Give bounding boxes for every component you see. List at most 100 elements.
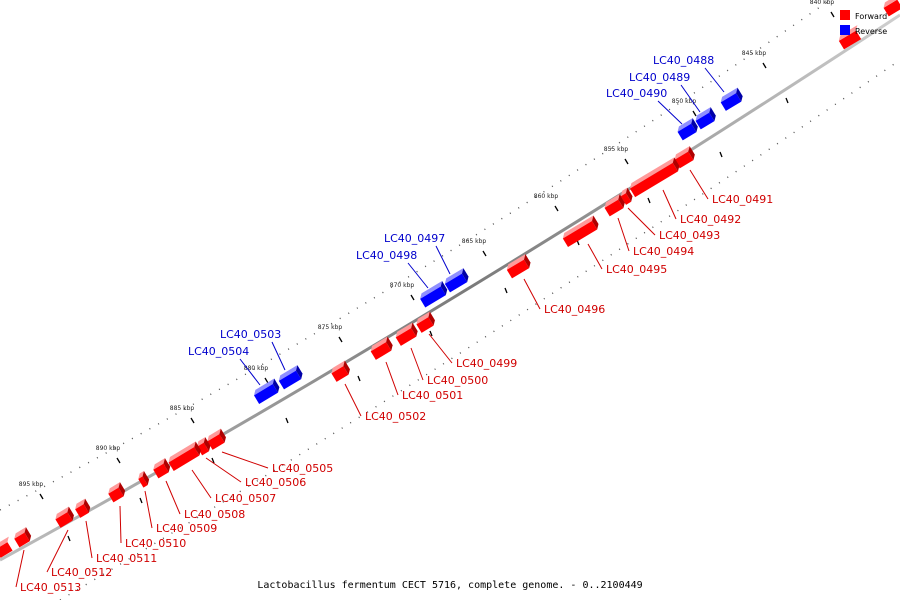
gene-label-lc40_0492[interactable]: LC40_0492 xyxy=(680,213,741,226)
gene-lc40_0507[interactable] xyxy=(167,441,203,472)
gene-lc40_0513[interactable] xyxy=(12,527,33,548)
gene-lc40_0504[interactable] xyxy=(252,378,281,404)
gene-labels: LC40_0488 LC40_0489 LC40_0490 LC40_0491 LC40… xyxy=(20,54,773,594)
gene-front-face xyxy=(674,151,694,169)
gene-edge-partial[interactable] xyxy=(882,0,900,17)
gene-lc40_0510[interactable] xyxy=(106,482,127,503)
scale-tick-label: 865 kbp xyxy=(462,238,487,245)
gene-front-face xyxy=(506,259,530,279)
gene-lc40_0508[interactable] xyxy=(151,458,172,479)
gene-leader-line xyxy=(221,451,269,469)
gene-leader-line xyxy=(407,262,429,289)
legend-reverse-swatch xyxy=(840,25,850,35)
gene-lc40_0490[interactable] xyxy=(676,118,700,141)
gene-lc40_0509[interactable] xyxy=(136,470,151,488)
gene-label-lc40_0493[interactable]: LC40_0493 xyxy=(659,229,720,242)
gene-top-face xyxy=(883,0,899,8)
gene-lc40_0503[interactable] xyxy=(277,365,305,390)
gene-top-face xyxy=(14,527,26,539)
gene-lc40_0505[interactable] xyxy=(205,428,228,450)
gene-lc40_0488[interactable] xyxy=(719,87,745,111)
gene-leader-line xyxy=(627,207,656,236)
gene-lc40_0489[interactable] xyxy=(694,107,718,130)
gene-top-face xyxy=(674,146,690,160)
gene-front-face xyxy=(370,342,392,360)
gene-side-face xyxy=(272,378,280,393)
gene-label-lc40_0489[interactable]: LC40_0489 xyxy=(629,71,690,84)
gene-side-face xyxy=(67,506,74,521)
gene-top-face xyxy=(253,378,275,396)
gene-side-face xyxy=(203,437,211,452)
gene-lc40_0501[interactable] xyxy=(369,336,395,360)
gene-side-face xyxy=(625,187,633,202)
scale-tick-label: 870 kbp xyxy=(390,282,415,289)
gene-lc40_0494[interactable] xyxy=(603,194,627,217)
gene-label-lc40_0491[interactable]: LC40_0491 xyxy=(712,193,773,206)
scale-tick-mark xyxy=(554,205,559,212)
gene-lc40_0511[interactable] xyxy=(73,498,92,518)
gene-label-lc40_0506[interactable]: LC40_0506 xyxy=(245,476,306,489)
scale-tick-mark xyxy=(830,11,835,18)
gene-front-face xyxy=(604,199,624,217)
gene-label-lc40_0494[interactable]: LC40_0494 xyxy=(633,245,694,258)
legend: Forward Reverse xyxy=(840,10,887,36)
gene-lc40_0500[interactable] xyxy=(394,322,420,346)
gene-label-lc40_0513[interactable]: LC40_0513 xyxy=(20,581,81,594)
gene-front-face xyxy=(153,463,169,479)
gene-label-lc40_0505[interactable]: LC40_0505 xyxy=(272,462,333,475)
gene-leader-line xyxy=(385,361,399,396)
scale-tick-label: 845 kbp xyxy=(742,50,767,57)
gene-lc40_0498[interactable] xyxy=(418,281,449,308)
scale-tick-mark xyxy=(190,417,195,424)
gene-label-lc40_0507[interactable]: LC40_0507 xyxy=(215,492,276,505)
gene-label-lc40_0499[interactable]: LC40_0499 xyxy=(456,357,517,370)
gene-label-lc40_0503[interactable]: LC40_0503 xyxy=(220,328,281,341)
gene-label-lc40_0504[interactable]: LC40_0504 xyxy=(188,345,249,358)
genome-caption: Lactobacillus fermentum CECT 5716, compl… xyxy=(257,580,642,591)
gene-label-lc40_0511[interactable]: LC40_0511 xyxy=(96,552,157,565)
gene-lc40_0493[interactable] xyxy=(619,187,635,205)
scale-minor-mark xyxy=(67,535,71,542)
gene-label-lc40_0490[interactable]: LC40_0490 xyxy=(606,87,667,100)
gene-label-lc40_0509[interactable]: LC40_0509 xyxy=(156,522,217,535)
gene-label-lc40_0501[interactable]: LC40_0501 xyxy=(402,389,463,402)
gene-side-face xyxy=(691,118,698,133)
gene-label-lc40_0488[interactable]: LC40_0488 xyxy=(653,54,714,67)
gene-lc40_0496[interactable] xyxy=(505,254,533,279)
gene-top-face xyxy=(196,437,206,447)
scale-tick-mark xyxy=(116,457,121,464)
gene-label-lc40_0498[interactable]: LC40_0498 xyxy=(356,249,417,262)
gene-side-face xyxy=(386,336,393,351)
gene-edge-partial[interactable] xyxy=(0,536,16,558)
gene-top-face xyxy=(629,157,675,189)
gene-lc40_0512[interactable] xyxy=(53,506,76,528)
gene-label-lc40_0502[interactable]: LC40_0502 xyxy=(365,410,426,423)
gene-lc40_0491[interactable] xyxy=(673,146,697,169)
gene-lc40_0502[interactable] xyxy=(329,360,352,382)
gene-label-lc40_0496[interactable]: LC40_0496 xyxy=(544,303,605,316)
gene-top-face xyxy=(395,322,413,338)
gene-front-face xyxy=(75,504,89,518)
gene-lc40_0506[interactable] xyxy=(195,437,212,456)
scale-minor-mark xyxy=(357,375,361,382)
gene-label-lc40_0495[interactable]: LC40_0495 xyxy=(606,263,667,276)
gene-side-face xyxy=(118,482,126,497)
gene-side-face xyxy=(618,194,625,209)
gene-top-face xyxy=(370,336,388,352)
gene-front-face xyxy=(562,220,598,248)
gene-front-face xyxy=(695,112,715,130)
gene-lc40_0492[interactable] xyxy=(628,157,681,198)
scale-tick-mark xyxy=(624,158,629,165)
gene-label-lc40_0500[interactable]: LC40_0500 xyxy=(427,374,488,387)
gene-label-lc40_0510[interactable]: LC40_0510 xyxy=(125,537,186,550)
gene-label-lc40_0497[interactable]: LC40_0497 xyxy=(384,232,445,245)
gene-lc40_0497[interactable] xyxy=(443,268,471,293)
gene-side-face xyxy=(688,146,695,161)
label-leaders xyxy=(15,67,725,588)
gene-lc40_0495[interactable] xyxy=(561,215,601,248)
gene-leader-line xyxy=(523,278,541,310)
gene-leader-line xyxy=(191,469,212,499)
gene-label-lc40_0508[interactable]: LC40_0508 xyxy=(184,508,245,521)
gene-lc40_0499[interactable] xyxy=(414,311,437,333)
gene-label-lc40_0512[interactable]: LC40_0512 xyxy=(51,566,112,579)
